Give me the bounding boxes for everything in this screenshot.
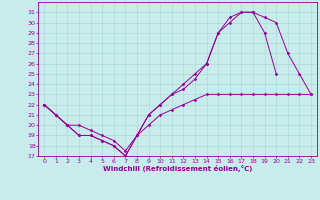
X-axis label: Windchill (Refroidissement éolien,°C): Windchill (Refroidissement éolien,°C) [103, 165, 252, 172]
